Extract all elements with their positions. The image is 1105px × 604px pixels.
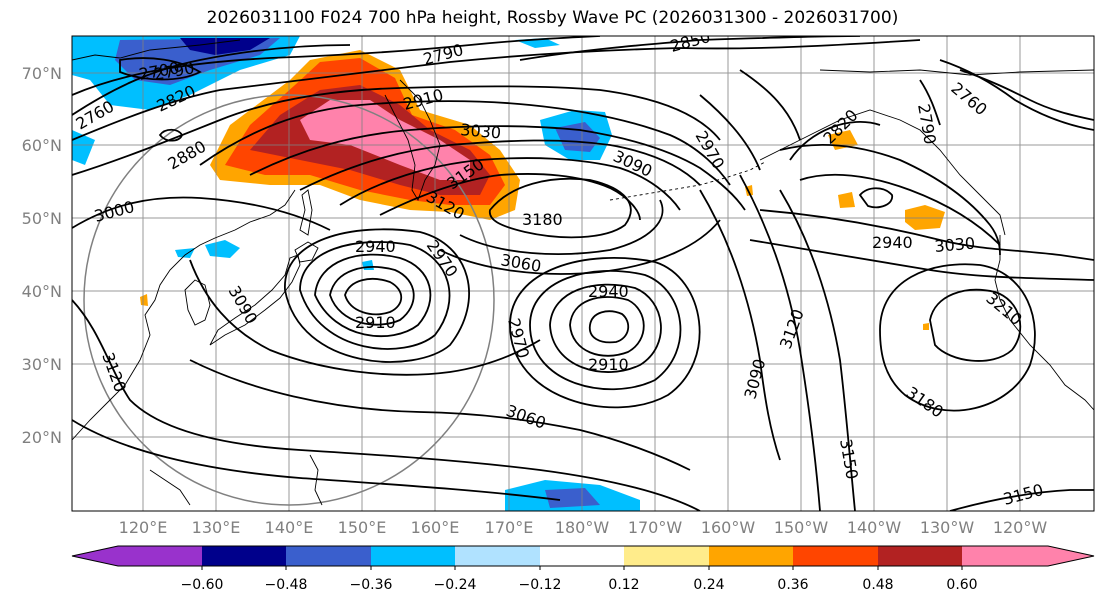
colorbar: −0.60 −0.48 −0.36 −0.24 −0.12 0.12 0.24 … bbox=[71, 545, 1095, 593]
contour-3150 bbox=[779, 189, 856, 511]
contour-3120-east bbox=[739, 174, 821, 511]
colorbar-segment bbox=[286, 546, 371, 566]
contour-label: 2940 bbox=[588, 282, 629, 301]
colorbar-segment bbox=[202, 546, 286, 566]
lat-label: 70°N bbox=[22, 64, 62, 83]
contour-3120-south bbox=[72, 299, 701, 511]
colorbar-tick-label: −0.60 bbox=[181, 577, 224, 593]
colorbar-segment bbox=[540, 546, 624, 566]
lat-axis: 70°N 60°N 50°N 40°N 30°N 20°N bbox=[22, 64, 62, 447]
lon-label: 130°E bbox=[192, 518, 241, 537]
contour-label: 2910 bbox=[355, 313, 396, 332]
colorbar-segment bbox=[709, 546, 793, 566]
lon-label: 140°E bbox=[265, 518, 314, 537]
colorbar-extend-high bbox=[1048, 546, 1094, 566]
lon-label: 140°W bbox=[847, 518, 902, 537]
kamchatka-coast bbox=[384, 79, 441, 202]
contour-label: 2940 bbox=[872, 233, 913, 252]
contour-2970-west bbox=[284, 228, 470, 363]
colorbar-extend-low bbox=[72, 546, 118, 566]
colorbar-segment bbox=[624, 546, 709, 566]
sakhalin-coast bbox=[299, 189, 313, 236]
contour-2820-ne bbox=[789, 121, 881, 161]
contour-label: 3030 bbox=[934, 234, 976, 256]
contour-label: 2910 bbox=[588, 355, 629, 374]
colorbar-tick-label: −0.24 bbox=[434, 577, 477, 593]
contour-2850 bbox=[519, 36, 861, 61]
contour-2940-west bbox=[314, 253, 432, 338]
contour-label: 2940 bbox=[355, 237, 396, 256]
colorbar-segment bbox=[455, 546, 540, 566]
map-frame bbox=[71, 35, 1095, 512]
lon-label: 180°W bbox=[555, 518, 610, 537]
contour-2940-central bbox=[549, 283, 662, 373]
contour-2760-ne bbox=[939, 59, 1094, 131]
colorbar-tick-label: −0.36 bbox=[350, 577, 393, 593]
colorbar-tick-label: −0.48 bbox=[265, 577, 308, 593]
contour-3090-west bbox=[189, 259, 541, 376]
neg-anomaly-nw-max bbox=[180, 38, 270, 55]
contour-3030-east bbox=[759, 209, 1094, 261]
lon-label: 120°E bbox=[119, 518, 168, 537]
contour-2910-north bbox=[199, 100, 731, 186]
contour-3000 bbox=[72, 196, 331, 231]
contour-3090-east bbox=[699, 189, 781, 461]
colorbar-segment bbox=[371, 546, 455, 566]
colorbar-segment bbox=[962, 546, 1048, 566]
contour-3060-south bbox=[189, 359, 691, 471]
alaska-coast bbox=[759, 109, 1006, 236]
colorbar-tick-label: 0.60 bbox=[946, 577, 977, 593]
lon-label: 160°E bbox=[411, 518, 460, 537]
lat-label: 40°N bbox=[22, 282, 62, 301]
contour-2760 bbox=[72, 44, 351, 116]
colorbar-tick-label: 0.36 bbox=[777, 577, 808, 593]
lon-label: 120°W bbox=[993, 518, 1048, 537]
colorbar-tick-label: 0.24 bbox=[693, 577, 724, 593]
pos-anomaly-max bbox=[300, 100, 470, 180]
contour-label-layer: 2700 2760 2790 2790 2820 2820 2850 2880 … bbox=[73, 36, 1046, 509]
contour-3180-high bbox=[489, 177, 632, 239]
contour-3150-se bbox=[949, 489, 1094, 511]
region-circle bbox=[83, 94, 495, 506]
lon-label: 170°E bbox=[485, 518, 534, 537]
contour-2790 bbox=[72, 36, 601, 96]
lat-label: 30°N bbox=[22, 355, 62, 374]
colorbar-segment bbox=[118, 546, 202, 566]
contour-2940-east bbox=[779, 143, 1001, 256]
contour-label: 3180 bbox=[522, 210, 563, 229]
lon-label: 170°W bbox=[628, 518, 683, 537]
contour-2910-low-west bbox=[344, 278, 403, 316]
height-contours bbox=[72, 36, 1094, 511]
lat-label: 50°N bbox=[22, 209, 62, 228]
map-panel: 2700 2760 2790 2790 2820 2820 2850 2880 … bbox=[72, 36, 1094, 511]
lat-label: 20°N bbox=[22, 428, 62, 447]
lon-label: 150°W bbox=[774, 518, 829, 537]
lon-label: 160°W bbox=[701, 518, 756, 537]
graticule bbox=[72, 36, 1094, 511]
contour-label: 3030 bbox=[460, 120, 502, 142]
contour-3030-north bbox=[299, 139, 701, 191]
colorbar-tick-label: 0.48 bbox=[862, 577, 893, 593]
colorbar-segment bbox=[878, 546, 962, 566]
map-title: 2026031100 F024 700 hPa height, Rossby W… bbox=[206, 8, 899, 28]
korea-coast bbox=[184, 279, 211, 326]
contour-2880 bbox=[72, 85, 721, 176]
lon-label: 150°E bbox=[338, 518, 387, 537]
colorbar-tick-label: −0.12 bbox=[519, 577, 562, 593]
colorbar-tick-label: 0.12 bbox=[608, 577, 639, 593]
colorbar-outline bbox=[71, 545, 1095, 567]
hokkaido-coast bbox=[294, 241, 319, 263]
lat-label: 60°N bbox=[22, 136, 62, 155]
contour-3210 bbox=[929, 288, 1022, 362]
colorbar-segment bbox=[793, 546, 878, 566]
contour-2700 bbox=[119, 57, 202, 81]
contour-2910-low-central bbox=[588, 310, 630, 344]
lon-axis: 120°E 130°E 140°E 150°E 160°E 170°E 180°… bbox=[119, 518, 1048, 537]
lon-label: 130°W bbox=[920, 518, 975, 537]
